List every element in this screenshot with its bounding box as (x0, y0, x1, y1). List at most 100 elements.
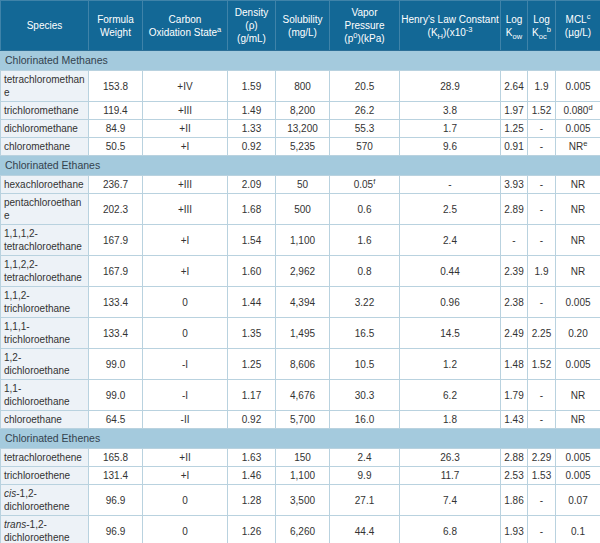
section-header-row: Chlorinated Ethanes (1, 156, 600, 176)
value-cell: 2.09 (228, 176, 276, 194)
value-cell: 14.5 (400, 318, 501, 349)
value-cell: 0.20 (556, 318, 600, 349)
species-cell: 1,1,1,2-tetrachloroethane (1, 225, 89, 256)
value-cell: 50 (276, 176, 330, 194)
species-cell: dichloromethane (1, 120, 89, 138)
value-cell: NR (556, 225, 600, 256)
column-header-vapor-pressure: Vapor Pressure(p0)(kPa) (330, 1, 400, 51)
value-cell: 96.9 (89, 516, 143, 543)
table-header: SpeciesFormulaWeightCarbonOxidation Stat… (1, 1, 600, 51)
value-cell: 3,500 (276, 485, 330, 516)
value-cell: 119.4 (89, 102, 143, 120)
value-cell: 150 (276, 449, 330, 467)
value-cell: 1.49 (228, 102, 276, 120)
column-header-species: Species (1, 1, 89, 51)
species-cell: 1,2-dichloroethane (1, 349, 89, 380)
value-cell: 11.7 (400, 467, 501, 485)
table-row: pentachloroethane202.3+III1.685000.62.52… (1, 194, 600, 225)
table-row: hexachloroethane236.7+III2.09500.05f-3.9… (1, 176, 600, 194)
value-cell: 3.93 (501, 176, 528, 194)
species-cell: hexachloroethane (1, 176, 89, 194)
value-cell: - (528, 194, 556, 225)
value-cell: 1.8 (400, 411, 501, 429)
value-cell: - (528, 176, 556, 194)
value-cell: 0.92 (228, 138, 276, 156)
column-header-log-kow: LogKow (501, 1, 528, 51)
table-body: Chlorinated Methanestetrachloromethane15… (1, 51, 600, 543)
value-cell: 9.9 (330, 467, 400, 485)
value-cell: 0.005 (556, 71, 600, 102)
section-title: Chlorinated Ethanes (1, 156, 600, 176)
value-cell: 3.8 (400, 102, 501, 120)
table-row: trans-1,2-dichloroethene96.901.266,26044… (1, 516, 600, 543)
value-cell: 0.07 (556, 485, 600, 516)
value-cell: 8,606 (276, 349, 330, 380)
value-cell: 16.0 (330, 411, 400, 429)
value-cell: 1.53 (528, 467, 556, 485)
value-cell: 50.5 (89, 138, 143, 156)
chlorinated-compounds-table: SpeciesFormulaWeightCarbonOxidation Stat… (0, 0, 600, 543)
table-row: 1,2-dichloroethane99.0-I1.258,60610.51.2… (1, 349, 600, 380)
value-cell: 99.0 (89, 380, 143, 411)
value-cell: +III (143, 194, 228, 225)
species-cell: 1,1-dichloroethane (1, 380, 89, 411)
value-cell: 133.4 (89, 287, 143, 318)
table-row: 1,1-dichloroethane99.0-I1.174,67630.36.2… (1, 380, 600, 411)
table-row: tetrachloroethene165.8+II1.631502.426.32… (1, 449, 600, 467)
value-cell: 202.3 (89, 194, 143, 225)
value-cell: 0.96 (400, 287, 501, 318)
value-cell: 0 (143, 516, 228, 543)
value-cell: 10.5 (330, 349, 400, 380)
table-row: 1,1,2-trichloroethane133.401.444,3943.22… (1, 287, 600, 318)
value-cell: 0 (143, 287, 228, 318)
value-cell: -II (143, 411, 228, 429)
value-cell: 1.48 (501, 349, 528, 380)
value-cell: 0.005 (556, 449, 600, 467)
table-row: 1,1,1-trichloroethane133.401.351,49516.5… (1, 318, 600, 349)
value-cell: NRe (556, 138, 600, 156)
value-cell: - (528, 120, 556, 138)
value-cell: 165.8 (89, 449, 143, 467)
value-cell: 1.9 (528, 71, 556, 102)
value-cell: +I (143, 138, 228, 156)
value-cell: 5,235 (276, 138, 330, 156)
species-cell: tetrachloromethane (1, 71, 89, 102)
table-row: tetrachloromethane153.8+IV1.5980020.528.… (1, 71, 600, 102)
value-cell: +II (143, 449, 228, 467)
header-row: SpeciesFormulaWeightCarbonOxidation Stat… (1, 1, 600, 51)
value-cell: 1.97 (501, 102, 528, 120)
value-cell: +I (143, 467, 228, 485)
table-row: chloromethane50.5+I0.925,2355709.60.91-N… (1, 138, 600, 156)
value-cell: 1.59 (228, 71, 276, 102)
column-header-density: Density (ρ)(g/mL) (228, 1, 276, 51)
table-row: trichloromethane119.4+III1.498,20026.23.… (1, 102, 600, 120)
column-header-mcl: MCLc(µg/L) (556, 1, 600, 51)
value-cell: 800 (276, 71, 330, 102)
value-cell: - (400, 176, 501, 194)
value-cell: 2.53 (501, 467, 528, 485)
value-cell: 0.92 (228, 411, 276, 429)
value-cell: 1.86 (501, 485, 528, 516)
value-cell: 1.46 (228, 467, 276, 485)
value-cell: 6,260 (276, 516, 330, 543)
column-header-formula-weight: FormulaWeight (89, 1, 143, 51)
table-row: 1,1,1,2-tetrachloroethane167.9+I1.541,10… (1, 225, 600, 256)
value-cell: +I (143, 256, 228, 287)
value-cell: 26.3 (400, 449, 501, 467)
value-cell: - (528, 287, 556, 318)
value-cell: NR (556, 176, 600, 194)
value-cell: 28.9 (400, 71, 501, 102)
table-row: chloroethane64.5-II0.925,70016.01.81.43-… (1, 411, 600, 429)
value-cell: 500 (276, 194, 330, 225)
species-cell: 1,1,1-trichloroethane (1, 318, 89, 349)
value-cell: 99.0 (89, 349, 143, 380)
value-cell: 1.7 (400, 120, 501, 138)
value-cell: 84.9 (89, 120, 143, 138)
value-cell: 27.1 (330, 485, 400, 516)
table-row: trichloroethene131.4+I1.461,1009.911.72.… (1, 467, 600, 485)
value-cell: 0 (143, 485, 228, 516)
value-cell: 1.28 (228, 485, 276, 516)
value-cell: 236.7 (89, 176, 143, 194)
species-cell: trichloroethene (1, 467, 89, 485)
value-cell: 1.52 (528, 102, 556, 120)
